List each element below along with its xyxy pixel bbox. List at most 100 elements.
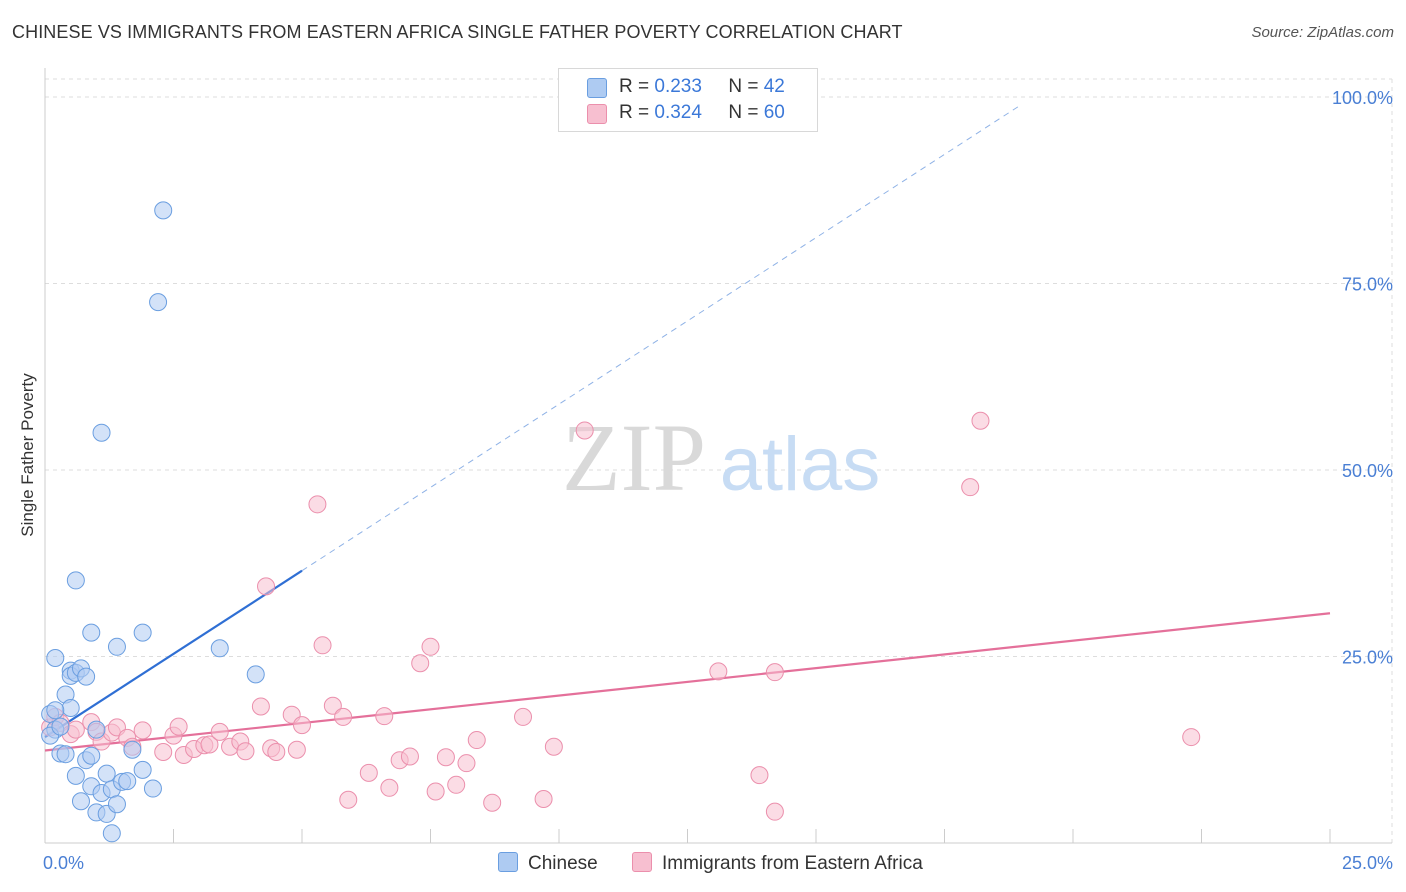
bottom-legend-chinese: Chinese [498,852,598,875]
point-chinese [46,701,65,720]
bottom-legend-swatch-chinese [498,852,518,872]
point-africa [709,662,728,681]
point-chinese [87,720,106,739]
point-chinese [107,795,126,814]
bottom-legend-label-chinese: Chinese [528,853,598,874]
legend-n-value: 60 [763,102,785,123]
bottom-legend-label-africa: Immigrants from Eastern Africa [662,853,923,874]
y-tick-label: 25.0% [1342,648,1393,668]
data-points [41,201,1201,843]
point-africa [251,697,270,716]
source-label: Source: ZipAtlas.com [1251,24,1394,41]
point-africa [426,782,445,801]
point-chinese [66,571,85,590]
point-africa [236,742,255,761]
point-chinese [123,740,142,759]
point-africa [411,654,430,673]
point-chinese [210,639,229,658]
point-africa [375,707,394,726]
trend-line-africa [44,612,1331,752]
point-africa [66,720,85,739]
point-africa [765,802,784,821]
point-africa [308,495,327,514]
trend-line-chinese [44,569,303,738]
point-chinese [246,665,265,684]
point-africa [339,790,358,809]
point-africa [447,775,466,794]
point-africa [210,722,229,741]
point-chinese [133,623,152,642]
point-africa [400,747,419,766]
x-tick-label-start: 0.0% [43,853,84,873]
tick-labels: 100.0% 75.0% 50.0% 25.0% 0.0% 25.0% [43,88,1393,873]
point-chinese [92,423,111,442]
legend-n-label: N = [728,102,759,123]
point-africa [961,478,980,497]
point-africa [323,696,342,715]
trend-lines [44,104,1331,752]
point-chinese [61,698,80,717]
point-africa [293,716,311,735]
point-africa [750,766,769,785]
point-africa [457,754,476,773]
point-africa [169,717,188,736]
point-chinese [97,764,116,783]
point-africa [514,707,533,726]
axes [44,68,1392,844]
point-africa [421,637,440,656]
y-tick-label: 100.0% [1332,88,1393,108]
legend-n-value: 42 [763,76,785,97]
point-chinese [82,746,101,765]
point-africa [467,731,486,750]
point-africa [133,721,152,740]
legend-r-label: R = [619,76,650,97]
legend: R = 0.233 N = 42 R = 0.324 N = 60 [558,68,818,132]
point-africa [534,789,553,808]
point-chinese [102,824,121,843]
legend-swatch-africa [587,104,607,124]
point-chinese [82,623,101,642]
point-chinese [107,637,126,656]
point-africa [334,707,353,726]
point-africa [200,735,219,754]
point-chinese [56,745,75,764]
legend-r-value: 0.233 [654,76,702,97]
point-africa [436,748,455,767]
point-africa [287,740,306,759]
chart-title: CHINESE VS IMMIGRANTS FROM EASTERN AFRIC… [12,22,903,42]
watermark: ZIP atlas [562,404,880,511]
point-africa [765,663,784,682]
point-chinese [71,792,90,811]
point-africa [483,793,502,812]
point-chinese [51,717,70,736]
point-africa [359,763,378,782]
legend-n-label: N = [728,76,759,97]
y-tick-label: 75.0% [1342,275,1393,295]
y-tick-label: 50.0% [1342,461,1393,481]
point-chinese [143,779,162,798]
point-africa [313,636,332,655]
point-africa [544,737,563,756]
point-africa [154,742,173,761]
point-chinese [118,772,137,791]
point-africa [257,577,276,596]
point-chinese [46,648,65,667]
point-africa [380,778,399,797]
point-africa [575,421,594,440]
point-africa [267,742,286,761]
bottom-legend-africa: Immigrants from Eastern Africa [632,852,923,875]
point-africa [1182,728,1201,747]
legend-r-label: R = [619,102,650,123]
bottom-legend-swatch-africa [632,852,652,872]
watermark-atlas: atlas [720,422,881,507]
legend-r-value: 0.324 [654,102,702,123]
x-tick-label-end: 25.0% [1342,853,1393,873]
point-chinese [77,667,96,686]
point-chinese [154,201,173,220]
point-chinese [66,766,85,785]
point-chinese [133,760,152,779]
point-africa [971,411,990,430]
watermark-zip: ZIP [562,404,706,511]
point-chinese [149,293,168,312]
